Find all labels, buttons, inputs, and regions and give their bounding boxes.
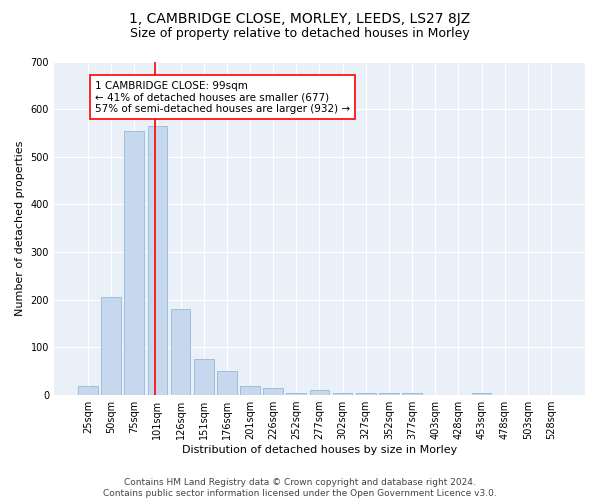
- Bar: [78, 386, 98, 395]
- Bar: [170, 310, 190, 395]
- Bar: [356, 392, 376, 395]
- Bar: [101, 298, 121, 395]
- X-axis label: Distribution of detached houses by size in Morley: Distribution of detached houses by size …: [182, 445, 457, 455]
- Bar: [402, 392, 422, 395]
- Bar: [194, 360, 214, 395]
- Bar: [148, 126, 167, 395]
- Bar: [217, 372, 236, 395]
- Text: Contains HM Land Registry data © Crown copyright and database right 2024.
Contai: Contains HM Land Registry data © Crown c…: [103, 478, 497, 498]
- Bar: [263, 388, 283, 395]
- Bar: [286, 392, 306, 395]
- Text: Size of property relative to detached houses in Morley: Size of property relative to detached ho…: [130, 28, 470, 40]
- Y-axis label: Number of detached properties: Number of detached properties: [15, 140, 25, 316]
- Bar: [333, 392, 352, 395]
- Bar: [472, 392, 491, 395]
- Bar: [310, 390, 329, 395]
- Text: 1, CAMBRIDGE CLOSE, MORLEY, LEEDS, LS27 8JZ: 1, CAMBRIDGE CLOSE, MORLEY, LEEDS, LS27 …: [130, 12, 470, 26]
- Text: 1 CAMBRIDGE CLOSE: 99sqm
← 41% of detached houses are smaller (677)
57% of semi-: 1 CAMBRIDGE CLOSE: 99sqm ← 41% of detach…: [95, 80, 350, 114]
- Bar: [240, 386, 260, 395]
- Bar: [124, 130, 144, 395]
- Bar: [379, 392, 399, 395]
